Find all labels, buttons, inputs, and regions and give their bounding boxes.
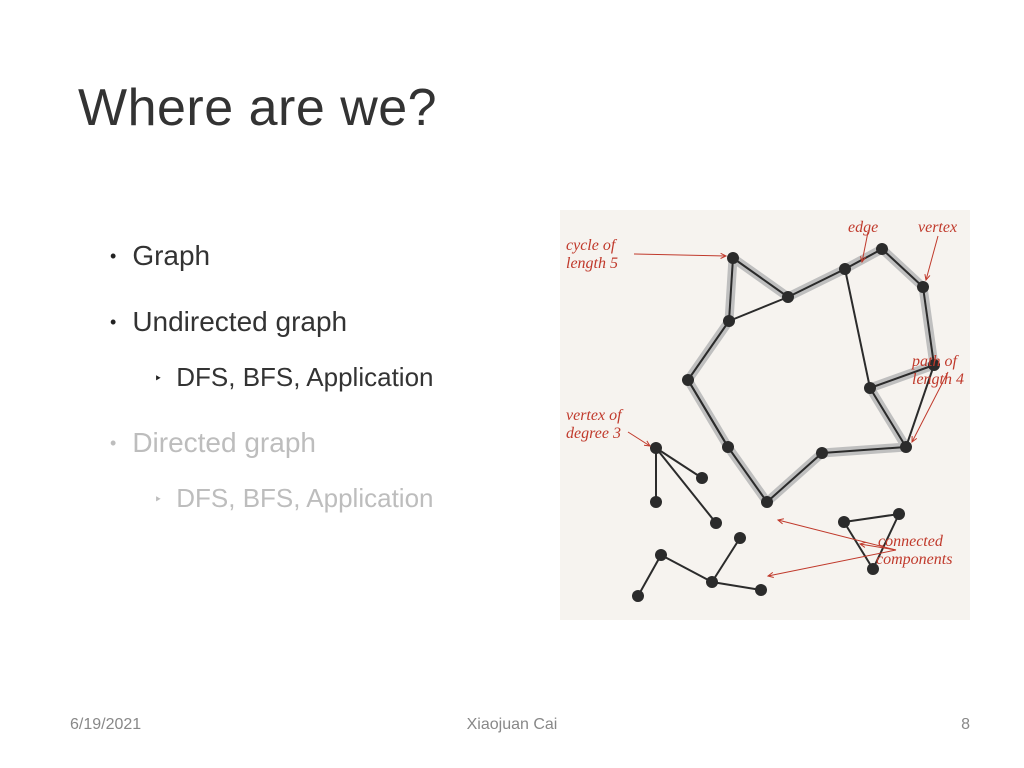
bullet-icon: • <box>110 434 116 452</box>
list-item: • Undirected graph ‣ DFS, BFS, Applicati… <box>110 306 540 393</box>
svg-text:vertex: vertex <box>918 219 957 236</box>
footer-page-number: 8 <box>961 716 970 734</box>
svg-text:connected: connected <box>878 533 944 550</box>
bullet-icon: ‣ <box>154 371 162 385</box>
list-item-label: Graph <box>132 240 210 272</box>
slide-title: Where are we? <box>78 78 437 138</box>
svg-text:length 5: length 5 <box>566 255 618 272</box>
svg-text:length 4: length 4 <box>912 371 964 388</box>
svg-text:vertex of: vertex of <box>566 407 624 424</box>
list-item: • Directed graph ‣ DFS, BFS, Application <box>110 427 540 514</box>
list-item: • Graph <box>110 240 540 272</box>
list-subitem: ‣ DFS, BFS, Application <box>154 483 540 514</box>
svg-text:cycle of: cycle of <box>566 237 618 254</box>
svg-text:path of: path of <box>911 353 959 370</box>
svg-text:edge: edge <box>848 219 878 236</box>
svg-text:degree 3: degree 3 <box>566 425 621 442</box>
bullet-icon: ‣ <box>154 492 162 506</box>
footer-author: Xiaojuan Cai <box>0 716 1024 734</box>
graph-diagram: cycle oflength 5 edge vertex path oflength … <box>560 210 970 620</box>
bullet-icon: • <box>110 247 116 265</box>
bullet-list: • Graph • Undirected graph ‣ DFS, BFS, A… <box>110 240 540 514</box>
list-subitem-label: DFS, BFS, Application <box>176 483 433 514</box>
bullet-icon: • <box>110 313 116 331</box>
svg-text:components: components <box>876 551 952 568</box>
list-item-label: Undirected graph <box>132 306 347 338</box>
slide: Where are we? • Graph • Undirected graph… <box>0 0 1024 768</box>
list-item-label: Directed graph <box>132 427 316 459</box>
list-subitem-label: DFS, BFS, Application <box>176 362 433 393</box>
list-subitem: ‣ DFS, BFS, Application <box>154 362 540 393</box>
